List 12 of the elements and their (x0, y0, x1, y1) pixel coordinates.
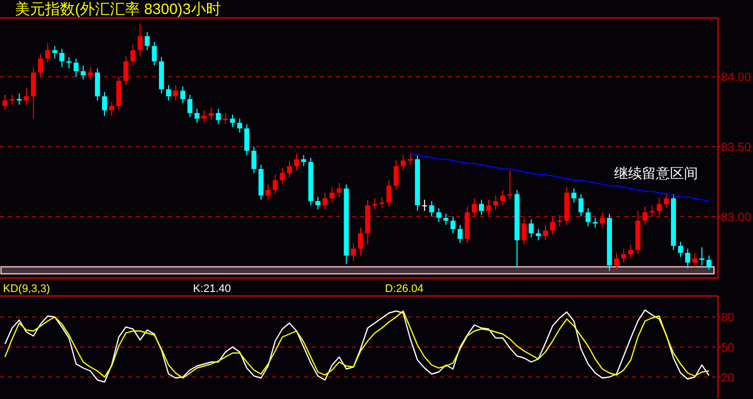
y-tick-label: 20 (721, 370, 735, 384)
text: K:21.40 (193, 283, 231, 295)
y-tick-label: 50 (721, 340, 735, 354)
text: D:26.04 (385, 283, 424, 295)
y-tick-label: 83.00 (721, 210, 752, 224)
chart-title: 美元指数(外汇汇率 8300)3小时 (15, 1, 221, 18)
annotation: 继续留意区间 (614, 165, 698, 181)
chart-title: KD(9,3,3) (3, 283, 50, 295)
y-tick-label: 84.00 (721, 70, 752, 84)
y-tick-label: 83.50 (721, 140, 752, 154)
line-series (410, 154, 710, 202)
y-tick-label: 80 (721, 310, 735, 324)
